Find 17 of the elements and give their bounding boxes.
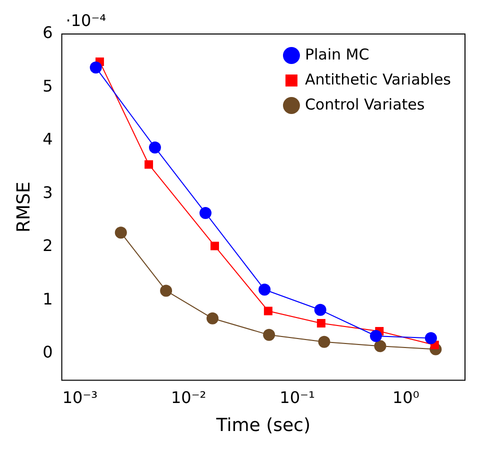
y-tick-label: 2 — [42, 236, 53, 256]
y-tick-label: 5 — [42, 76, 53, 96]
x-axis-title: Time (sec) — [215, 414, 310, 436]
text: ·10⁻⁴ — [66, 11, 106, 30]
legend-label: Control Variates — [304, 95, 425, 114]
y-axis-title: RMSE — [13, 182, 34, 233]
x-tick-label: 10⁻¹ — [280, 388, 315, 407]
x-tick-label: 10⁻² — [171, 388, 206, 407]
y-tick-label: 6 — [42, 23, 53, 42]
y-tick-label: 1 — [42, 289, 53, 308]
x-tick-label: 10⁰ — [392, 388, 420, 407]
y-tick-label: 0 — [42, 342, 53, 362]
legend-label: Antithetic Variables — [304, 70, 452, 88]
legend-label: Plain MC — [304, 45, 370, 64]
x-tick-label: 10⁻³ — [62, 388, 98, 407]
y-tick-label: 3 — [42, 182, 53, 202]
y-tick-label: 4 — [42, 130, 53, 149]
